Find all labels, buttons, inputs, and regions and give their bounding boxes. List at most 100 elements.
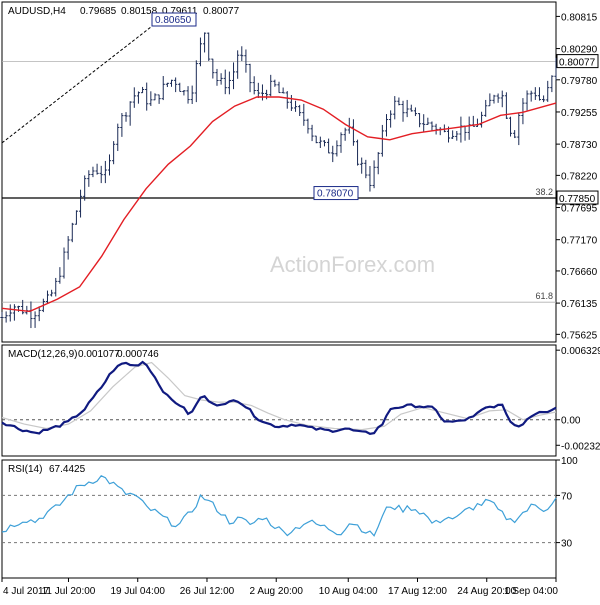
price-ohlc-bar xyxy=(302,103,306,126)
watermark-text: ActionForex.com xyxy=(270,252,435,277)
dashed-trendline xyxy=(1,26,152,144)
price-ohlc-bar xyxy=(327,138,331,154)
price-ohlc-bar xyxy=(475,118,480,127)
price-ohlc-bar xyxy=(190,85,194,104)
price-y-tick-label: 0.80290 xyxy=(561,45,598,56)
price-ohlc-bar xyxy=(521,98,525,125)
price-ohlc-bar xyxy=(285,91,289,109)
price-ohlc-bar xyxy=(264,89,269,100)
price-ohlc-bar xyxy=(248,63,252,93)
price-ohlc-bar xyxy=(198,37,203,67)
price-ohlc-bar xyxy=(202,32,207,53)
price-ohlc-bar xyxy=(66,236,70,260)
annotation-label: 0.80650 xyxy=(155,15,192,26)
price-ohlc-bar xyxy=(236,50,240,79)
price-ohlc-bar xyxy=(467,116,471,140)
price-ohlc-bar xyxy=(8,304,12,322)
price-ohlc-bar xyxy=(70,222,74,243)
price-ohlc-bar xyxy=(33,311,37,328)
price-y-tick-label: 0.76660 xyxy=(561,267,598,278)
x-axis-tick-label: 11 Jul 20:00 xyxy=(42,586,96,597)
price-ohlc-bar xyxy=(550,75,554,93)
rsi-header-label: RSI(14) xyxy=(8,464,42,475)
price-ohlc-bar xyxy=(227,71,231,95)
price-ohlc-bar xyxy=(372,160,376,189)
price-ohlc-bar xyxy=(434,123,438,135)
price-ohlc-bar xyxy=(529,90,533,102)
price-ohlc-bar xyxy=(215,68,219,86)
price-ohlc-bar xyxy=(277,81,281,94)
rsi-y-tick-label: 100 xyxy=(561,456,578,467)
price-ohlc-bar xyxy=(128,101,132,126)
x-axis-tick-label: 2 Aug 20:00 xyxy=(250,586,304,597)
price-ohlc-bar xyxy=(422,114,426,133)
rsi-y-tick-label: 30 xyxy=(561,539,573,550)
price-y-tick-label: 0.78730 xyxy=(561,140,598,151)
x-axis-tick-label: 17 Aug 12:00 xyxy=(388,586,447,597)
price-ohlc-bar xyxy=(211,58,215,79)
x-axis-tick-label: 24 Aug 20:00 xyxy=(457,586,516,597)
price-ohlc-bar xyxy=(484,99,488,117)
moving-average-line xyxy=(1,96,557,313)
rsi-header-value: 67.4425 xyxy=(49,464,86,475)
dynamic-layer: 0.80077 0.77850 38.2 61.8 0.80650 0.78070 xyxy=(151,12,599,301)
macd-y-tick-label: -0.002324 xyxy=(561,441,600,452)
price-ohlc-bar xyxy=(426,117,430,125)
series-layer xyxy=(0,26,558,537)
fib-level-label: 61.8 xyxy=(535,291,553,301)
x-axis-tick-label: 19 Jul 04:00 xyxy=(110,586,165,597)
price-ohlc-bar xyxy=(58,267,62,284)
price-ohlc-bar xyxy=(417,113,422,128)
price-ohlc-bar xyxy=(78,189,83,218)
price-ohlc-bar xyxy=(4,311,8,323)
price-ohlc-bar xyxy=(136,91,141,104)
price-ohlc-bar xyxy=(331,145,335,163)
price-y-tick-label: 0.80815 xyxy=(561,12,598,23)
price-ohlc-bar xyxy=(169,79,174,87)
price-ohlc-bar xyxy=(62,247,66,279)
price-ohlc-bar xyxy=(409,104,413,112)
price-ohlc-bar xyxy=(455,130,459,141)
price-ohlc-bar xyxy=(256,82,260,99)
price-ohlc-bar xyxy=(99,165,103,184)
annotation-label: 0.78070 xyxy=(317,189,354,200)
price-ohlc-bar xyxy=(281,87,285,94)
panel-frame xyxy=(1,1,557,343)
price-ohlc-bar xyxy=(260,84,265,101)
price-ohlc-bar xyxy=(289,94,294,111)
price-ohlc-bar xyxy=(240,46,244,62)
current-price-box xyxy=(556,54,599,69)
price-ohlc-bar xyxy=(351,119,356,146)
panel-frame xyxy=(1,344,557,457)
price-ohlc-bar xyxy=(207,32,211,61)
price-ohlc-bar xyxy=(132,87,136,108)
price-y-tick-label: 0.76135 xyxy=(561,299,598,310)
price-ohlc-bar xyxy=(322,140,327,147)
price-ohlc-bar xyxy=(161,76,165,101)
price-y-tick-label: 0.78220 xyxy=(561,171,598,182)
price-ohlc-bar xyxy=(244,49,248,73)
macd-line xyxy=(1,360,557,435)
price-ohlc-bar xyxy=(293,100,298,112)
price-ohlc-bar xyxy=(252,76,256,95)
price-ohlc-bar xyxy=(0,311,4,319)
price-ohlc-bar xyxy=(537,87,542,101)
price-ohlc-bar xyxy=(393,96,397,120)
price-ohlc-bar xyxy=(223,69,227,95)
price-ohlc-bar xyxy=(231,62,236,90)
price-ohlc-bar xyxy=(463,125,467,141)
fib-level-label: 38.2 xyxy=(535,187,553,197)
price-ohlc-bar xyxy=(95,163,99,175)
price-ohlc-bar xyxy=(405,99,409,118)
price-ohlc-bar xyxy=(314,135,318,144)
price-ohlc-bar xyxy=(343,127,347,141)
price-ohlc-bar xyxy=(339,132,343,153)
price-y-tick-label: 0.79780 xyxy=(561,76,598,87)
price-ohlc-bar xyxy=(83,175,87,201)
price-ohlc-bar xyxy=(103,160,107,184)
price-ohlc-bar xyxy=(517,112,521,146)
text-layer: AUDUSD,H4 0.79685 0.80158 0.79611 0.8007… xyxy=(8,6,240,475)
price-ohlc-bar xyxy=(116,123,120,152)
price-ohlc-bar xyxy=(376,152,380,175)
